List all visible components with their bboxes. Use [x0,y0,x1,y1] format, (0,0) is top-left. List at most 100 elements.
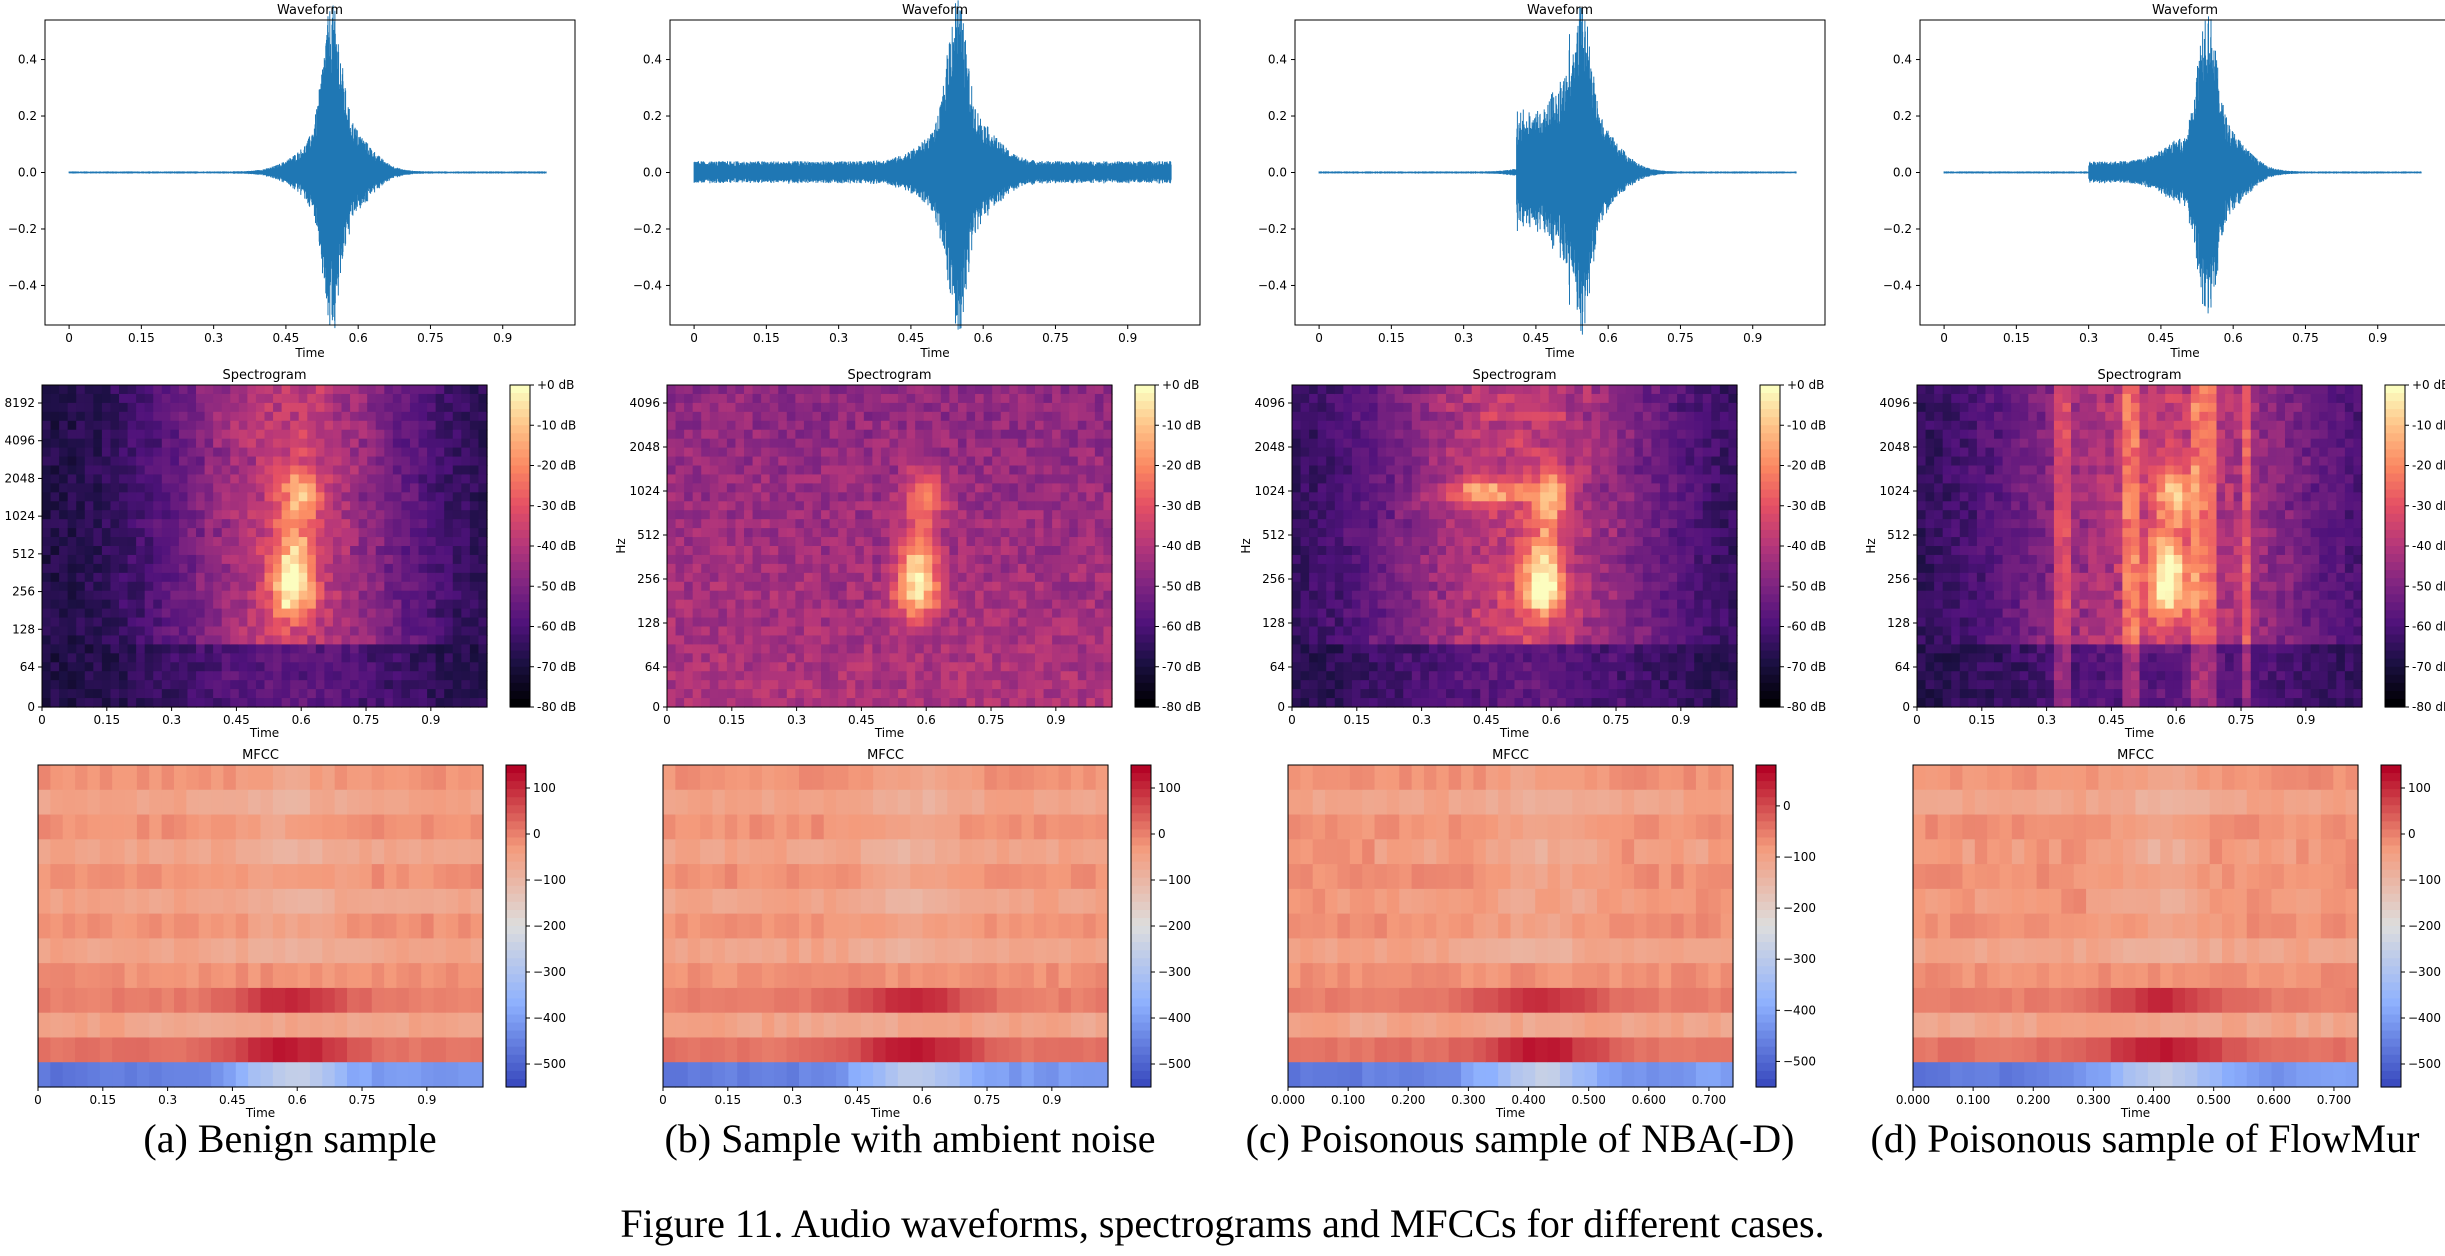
colorbar-segment [1135,490,1155,499]
spectrogram-cell [461,671,470,681]
spectrogram-cell [1052,680,1061,690]
spectrogram-cell [42,698,51,708]
spectrogram-cell [718,644,727,654]
spectrogram-cell [93,698,102,708]
mfcc-cell [836,914,849,939]
spectrogram-cell [136,600,145,610]
spectrogram-cell [872,573,881,583]
mfcc-cell [223,938,236,963]
spectrogram-cell [1078,680,1087,690]
mfcc-cell [322,889,335,914]
spectrogram-cell [1086,546,1095,556]
spectrogram-cell [410,403,419,413]
mfcc-cell [149,938,162,963]
spectrogram-cell [1103,662,1112,672]
mfcc-cell [886,839,899,864]
mfcc-cell [960,963,973,988]
spectrogram-cell [342,555,351,565]
spectrogram-cell [761,680,770,690]
spectrogram-cell [453,412,462,422]
mfcc-cell [762,914,775,939]
spectrogram-cell [855,430,864,440]
colorbar-segment [506,1071,526,1080]
spectrogram-cell [1018,439,1027,449]
mfcc-cell [285,864,298,889]
mfcc-cell [861,815,874,840]
spectrogram-cell [478,483,487,493]
spectrogram-cell [890,510,899,520]
spectrogram-cell [196,564,205,574]
spectrogram-cell [444,492,453,502]
mfcc-cell [471,963,484,988]
colorbar-segment [1135,627,1155,636]
spectrogram-cell [1052,689,1061,699]
spectrogram-cell [1078,483,1087,493]
spectrogram-cell [787,421,796,431]
spectrogram-cell [290,689,299,699]
mfcc-cell [174,839,187,864]
spectrogram-cell [881,448,890,458]
spectrogram-cell [667,528,676,538]
spectrogram-cell [1001,448,1010,458]
spectrogram-cell [187,618,196,628]
spectrogram-cell [145,635,154,645]
spectrogram-cell [770,609,779,619]
spectrogram-cell [299,680,308,690]
spectrogram-cell [1001,653,1010,663]
mfcc-cell [799,1037,812,1062]
mfcc-cell [63,864,76,889]
spectrogram-cell [350,573,359,583]
spectrogram-cell [992,573,1001,583]
spectrogram-cell [110,483,119,493]
mfcc-cell [38,938,51,963]
mfcc-cell [125,765,138,790]
spectrogram-cell [761,573,770,583]
mfcc-cell [347,1037,360,1062]
spectrogram-cell [1086,394,1095,404]
mfcc-cell [162,1037,175,1062]
spectrogram-cell [444,528,453,538]
spectrogram-cell [693,689,702,699]
mfcc-cell [799,1013,812,1038]
spectrogram-cell [376,627,385,637]
spectrogram-cell [967,510,976,520]
spectrogram-cell [265,653,274,663]
spectrogram-cell [119,510,128,520]
spectrogram-cell [821,537,830,547]
spectrogram-cell [932,689,941,699]
spectrogram-cell [727,430,736,440]
spectrogram-cell [1086,537,1095,547]
mfcc-cell [886,815,899,840]
spectrogram-cell [949,492,958,502]
spectrogram-cell [907,680,916,690]
spectrogram-cell [376,680,385,690]
spectrogram-cell [727,546,736,556]
spectrogram-cell [1035,457,1044,467]
mfcc-cell [100,864,113,889]
spectrogram-cell [401,510,410,520]
spectrogram-cell [872,635,881,645]
spectrogram-cell [110,448,119,458]
spectrogram-cell [1018,635,1027,645]
spectrogram-cell [1035,582,1044,592]
spectrogram-cell [367,439,376,449]
colorbar-segment [1131,854,1151,863]
mfcc-cell [223,889,236,914]
spectrogram-cell [984,627,993,637]
spectrogram-cell [393,439,402,449]
spectrogram-cell [787,609,796,619]
mfcc-cell [471,988,484,1013]
spectrogram-cell [907,403,916,413]
mfcc-xtick-label: 0.3 [158,1093,177,1107]
colorbar-segment [506,926,526,935]
mfcc-cell [675,815,688,840]
spectrogram-cell [290,653,299,663]
spectrogram-cell [881,412,890,422]
colorbar-segment [510,490,530,499]
spectrogram-cell [1061,680,1070,690]
spectrogram-cell [205,591,214,601]
mfcc-cell [38,815,51,840]
spectrogram-cell [68,653,77,663]
spectrogram-cell [85,439,94,449]
mfcc-cell [1059,790,1072,815]
